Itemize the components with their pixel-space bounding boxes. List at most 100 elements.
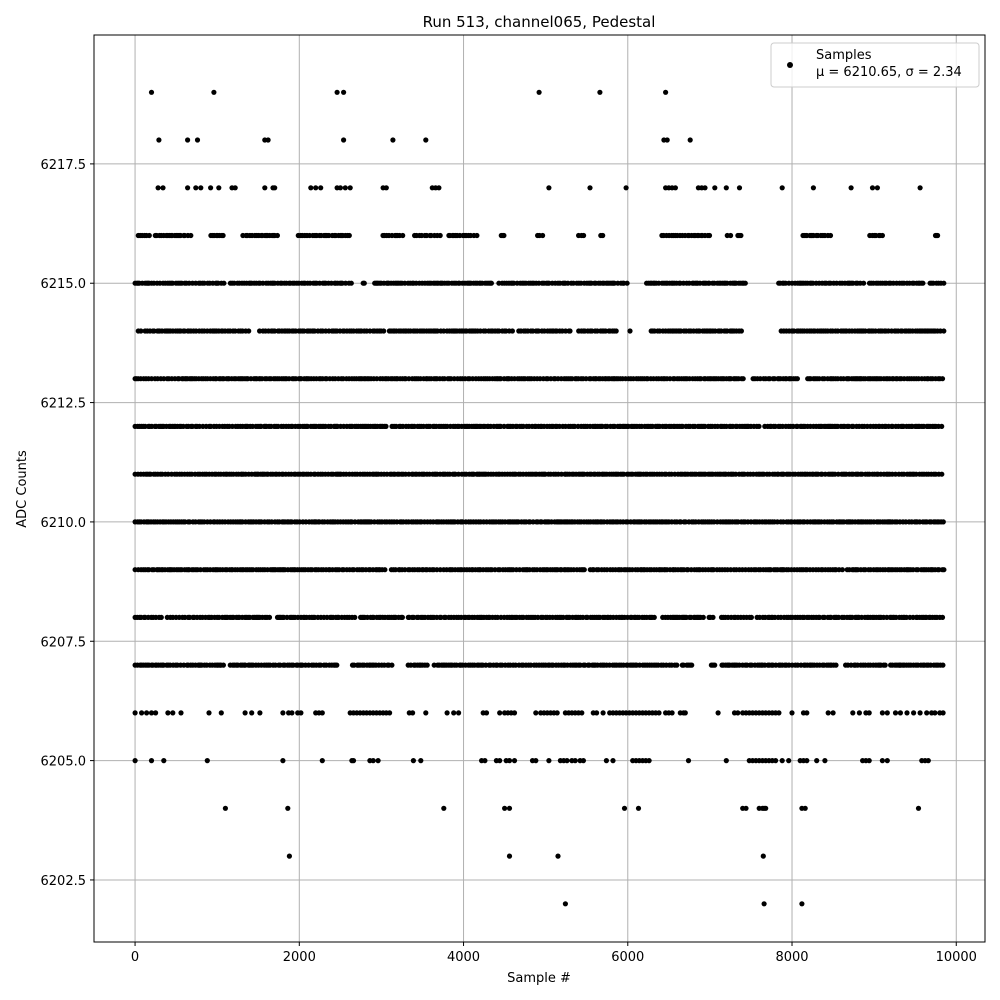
data-point	[509, 328, 515, 334]
data-point	[882, 662, 888, 668]
data-point	[736, 185, 743, 191]
data-point	[917, 185, 923, 191]
data-point	[763, 805, 769, 811]
data-point	[370, 758, 376, 764]
data-point	[346, 232, 352, 239]
data-point	[621, 805, 628, 811]
y-tick-label: 6210.0	[41, 516, 87, 531]
x-axis-ticks: 0 2000 4000 6000 8000 10000	[131, 942, 977, 965]
data-point	[799, 901, 805, 907]
legend-box	[770, 42, 980, 88]
data-point	[266, 614, 273, 621]
data-point	[286, 853, 292, 859]
plot-frame	[93, 34, 986, 943]
data-point	[497, 710, 503, 716]
y-axis-label: ADC Counts	[15, 450, 30, 528]
data-point	[879, 232, 886, 239]
data-point	[313, 185, 319, 191]
x-tick-label: 4000	[447, 950, 480, 965]
data-point	[533, 710, 539, 716]
data-point	[546, 185, 552, 191]
data-point	[138, 328, 144, 334]
data-point	[204, 758, 210, 764]
data-point	[940, 710, 946, 716]
data-point	[904, 710, 910, 716]
data-point	[350, 758, 357, 764]
data-point	[600, 710, 606, 716]
data-point	[879, 710, 886, 716]
data-point	[572, 758, 578, 764]
data-point	[178, 710, 184, 716]
x-tick-label: 10000	[936, 950, 977, 965]
data-point	[702, 185, 708, 191]
data-point	[298, 710, 304, 716]
data-point	[319, 758, 325, 764]
data-point	[935, 232, 941, 239]
data-point	[580, 758, 587, 764]
data-point	[158, 614, 164, 621]
data-point	[735, 710, 741, 716]
data-point	[564, 758, 570, 764]
data-point	[410, 758, 416, 764]
data-point	[579, 710, 585, 716]
data-point	[341, 137, 347, 143]
data-point	[389, 662, 395, 668]
data-point	[185, 137, 191, 143]
data-point	[915, 805, 922, 811]
data-point	[170, 710, 176, 716]
data-point	[337, 185, 343, 191]
y-tick-label: 6205.0	[41, 755, 87, 770]
data-point	[274, 232, 280, 239]
data-point	[216, 185, 222, 191]
data-point	[706, 232, 713, 239]
data-point	[594, 710, 600, 716]
data-point	[587, 185, 593, 191]
data-point	[866, 710, 872, 716]
data-point	[246, 328, 252, 334]
data-point	[635, 805, 642, 811]
y-tick-label: 6207.5	[41, 635, 87, 650]
data-point	[342, 185, 348, 191]
legend-stats: μ = 6210.65, σ = 2.34	[816, 65, 962, 80]
data-point	[939, 423, 945, 429]
data-point	[723, 185, 729, 191]
data-point	[198, 185, 204, 191]
data-point	[710, 614, 716, 621]
data-point	[603, 758, 610, 764]
data-point	[194, 137, 201, 143]
data-point	[146, 232, 152, 239]
data-point	[779, 758, 785, 764]
data-point	[822, 758, 828, 764]
data-point	[884, 758, 890, 764]
data-point	[761, 901, 767, 907]
data-point	[773, 758, 779, 764]
data-point	[506, 758, 513, 764]
data-point	[536, 89, 542, 95]
data-point	[444, 710, 450, 716]
data-point	[506, 853, 513, 859]
data-point	[132, 758, 138, 764]
data-point	[193, 185, 199, 191]
data-point	[501, 232, 507, 239]
data-point	[833, 662, 839, 668]
data-point	[280, 710, 286, 716]
data-point	[848, 185, 854, 191]
data-point	[672, 185, 679, 191]
data-point	[738, 232, 744, 239]
data-point	[488, 280, 494, 286]
data-point	[742, 280, 748, 286]
data-point	[272, 185, 278, 191]
data-point	[740, 376, 746, 382]
data-point	[132, 710, 138, 716]
data-point	[381, 328, 387, 334]
data-point	[451, 710, 457, 716]
data-point	[208, 185, 214, 191]
data-point	[382, 567, 388, 573]
data-point	[262, 185, 268, 191]
data-point	[897, 710, 904, 716]
x-tick-label: 8000	[775, 950, 808, 965]
data-point	[804, 758, 810, 764]
y-axis-ticks: 6202.5 6205.0 6207.5 6210.0 6212.5 6215.0 6217…	[41, 158, 94, 889]
data-point	[222, 805, 228, 811]
